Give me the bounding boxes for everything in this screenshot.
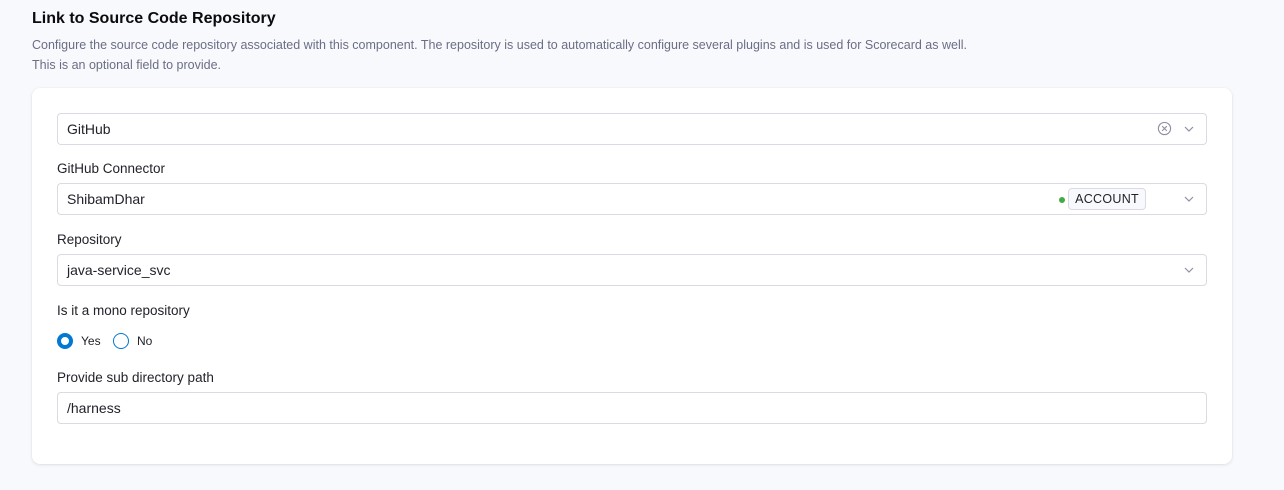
sub-directory-label: Provide sub directory path <box>57 370 214 385</box>
repository-value: java-service_svc <box>67 262 171 278</box>
connector-select[interactable]: ShibamDhar ACCOUNT <box>57 183 1207 215</box>
chevron-down-icon[interactable] <box>1182 263 1196 277</box>
repository-select[interactable]: java-service_svc <box>57 254 1207 286</box>
repository-form-card: GitHub GitHub Connector ShibamDhar ACCOU… <box>32 88 1232 464</box>
section-description: Configure the source code repository ass… <box>32 35 967 75</box>
clear-icon[interactable] <box>1157 121 1172 136</box>
sub-directory-input[interactable]: /harness <box>57 392 1207 424</box>
provider-select[interactable]: GitHub <box>57 113 1207 145</box>
chevron-down-icon[interactable] <box>1182 122 1196 136</box>
section-title: Link to Source Code Repository <box>32 10 276 27</box>
radio-yes-label: Yes <box>81 334 101 348</box>
radio-yes[interactable]: Yes <box>57 333 101 349</box>
sub-directory-value: /harness <box>67 400 121 416</box>
radio-no[interactable]: No <box>113 333 152 349</box>
repository-label: Repository <box>57 232 122 247</box>
scope-badge: ACCOUNT <box>1068 188 1146 210</box>
mono-repo-label: Is it a mono repository <box>57 303 190 318</box>
description-line-1: Configure the source code repository ass… <box>32 38 967 52</box>
radio-unchecked-icon[interactable] <box>113 333 129 349</box>
description-line-2: This is an optional field to provide. <box>32 58 221 72</box>
chevron-down-icon[interactable] <box>1182 192 1196 206</box>
connector-value: ShibamDhar <box>67 191 145 207</box>
status-dot-icon <box>1059 197 1065 203</box>
provider-value: GitHub <box>67 121 111 137</box>
radio-no-label: No <box>137 334 153 348</box>
connector-label: GitHub Connector <box>57 161 166 176</box>
radio-checked-icon[interactable] <box>57 333 73 349</box>
